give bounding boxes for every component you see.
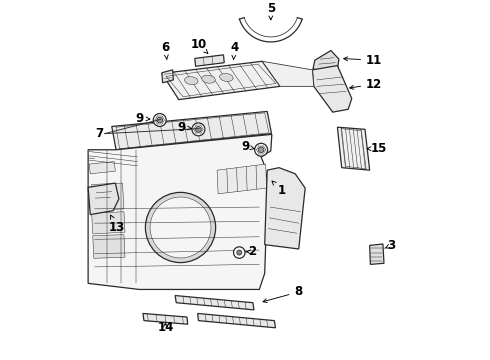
Polygon shape	[92, 212, 125, 234]
Polygon shape	[369, 244, 384, 264]
Text: 2: 2	[246, 246, 257, 258]
Polygon shape	[143, 314, 188, 324]
Polygon shape	[217, 164, 267, 194]
Circle shape	[157, 117, 163, 123]
Polygon shape	[195, 55, 224, 66]
Ellipse shape	[220, 73, 233, 81]
Polygon shape	[198, 314, 275, 328]
Polygon shape	[265, 168, 305, 249]
Polygon shape	[240, 18, 302, 42]
Polygon shape	[175, 296, 254, 310]
Polygon shape	[89, 162, 115, 174]
Text: 14: 14	[157, 321, 173, 334]
Text: 9: 9	[241, 140, 255, 153]
Polygon shape	[338, 127, 369, 170]
Polygon shape	[313, 50, 339, 73]
Circle shape	[153, 113, 166, 126]
Text: 5: 5	[267, 3, 275, 20]
Polygon shape	[93, 235, 125, 258]
Polygon shape	[92, 183, 124, 211]
Text: 4: 4	[230, 41, 238, 60]
Circle shape	[196, 126, 201, 132]
Polygon shape	[312, 66, 352, 112]
Text: 1: 1	[272, 181, 285, 197]
Polygon shape	[112, 112, 271, 150]
Text: 9: 9	[178, 121, 192, 134]
Text: 11: 11	[343, 54, 382, 67]
Ellipse shape	[202, 75, 215, 83]
Circle shape	[237, 250, 242, 255]
Text: 12: 12	[350, 78, 382, 91]
Text: 6: 6	[161, 41, 170, 60]
Circle shape	[234, 247, 245, 258]
Circle shape	[150, 197, 211, 258]
Text: 7: 7	[96, 127, 103, 140]
Circle shape	[192, 123, 205, 136]
Polygon shape	[262, 61, 314, 86]
Text: 15: 15	[367, 142, 388, 155]
Polygon shape	[162, 61, 280, 100]
Text: 10: 10	[190, 37, 208, 54]
Circle shape	[258, 147, 264, 153]
Ellipse shape	[185, 77, 198, 85]
Polygon shape	[88, 134, 272, 289]
Circle shape	[146, 192, 216, 262]
Polygon shape	[88, 183, 119, 215]
Polygon shape	[162, 70, 173, 83]
Text: 9: 9	[136, 112, 150, 125]
Text: 3: 3	[385, 239, 396, 252]
Text: 8: 8	[263, 285, 303, 302]
Text: 13: 13	[109, 215, 125, 234]
Circle shape	[255, 143, 268, 156]
